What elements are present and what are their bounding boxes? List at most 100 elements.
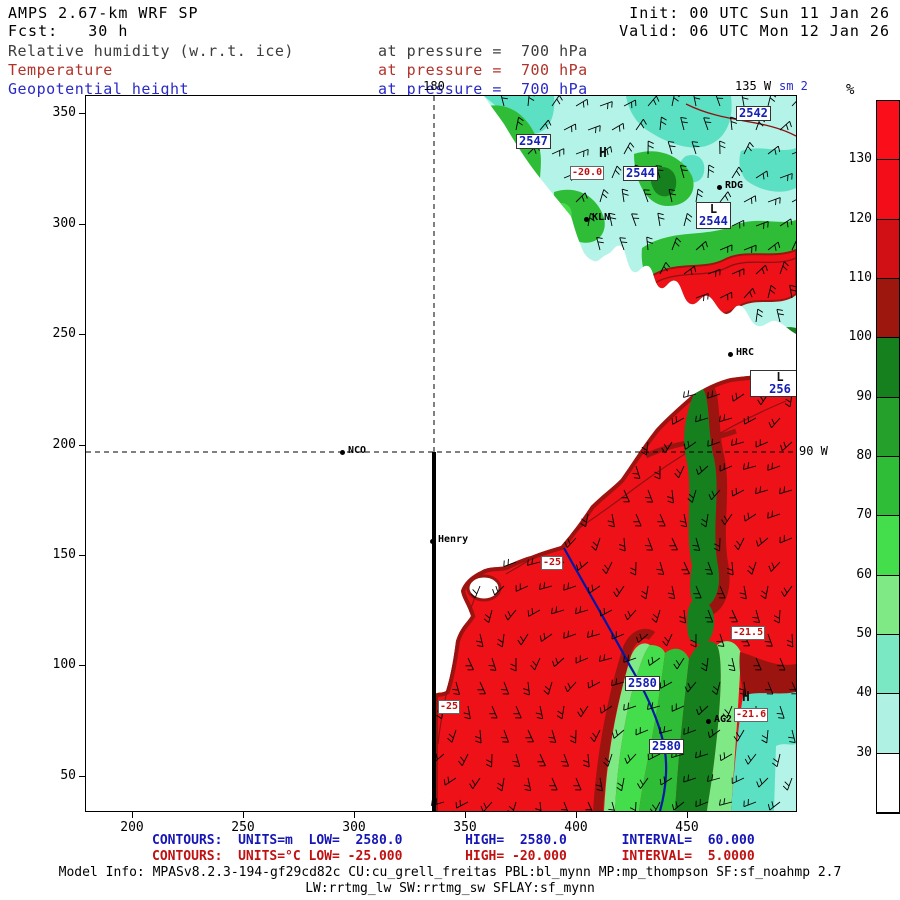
height-label-box: 2542 bbox=[736, 106, 771, 121]
station-label: NCO bbox=[348, 445, 367, 456]
y-axis-tick bbox=[79, 665, 85, 666]
colorbar-label: 110 bbox=[848, 270, 872, 285]
colorbar-label: 40 bbox=[856, 685, 872, 701]
hl-letter: L bbox=[776, 370, 784, 384]
colorbar-block bbox=[877, 338, 899, 398]
x-axis-tick-label: 300 bbox=[342, 820, 366, 835]
colorbar-label: 90 bbox=[856, 388, 872, 404]
y-axis-tick bbox=[79, 776, 85, 777]
temperature-label: -20.0 bbox=[570, 166, 605, 180]
hl-letter: H bbox=[599, 146, 607, 161]
colorbar-block bbox=[877, 160, 899, 220]
y-axis-tick-label: 300 bbox=[52, 216, 76, 231]
field-label: Temperature bbox=[8, 61, 113, 79]
y-axis-tick bbox=[79, 224, 85, 225]
x-axis-tick bbox=[243, 812, 244, 818]
model-info: Model Info: MPASv8.2.3-194-gf29cd82c CU:… bbox=[58, 865, 842, 880]
x-axis-tick bbox=[354, 812, 355, 818]
field-label: Relative humidity (w.r.t. ice) bbox=[8, 42, 294, 60]
x-axis-tick-label: 400 bbox=[564, 820, 588, 835]
station-marker bbox=[584, 217, 589, 222]
longitude-135w-label: 135 W bbox=[735, 79, 772, 93]
colorbar-block bbox=[877, 219, 899, 279]
colorbar-block bbox=[877, 634, 899, 695]
y-axis-tick-label: 100 bbox=[52, 657, 76, 672]
field-line: Relative humidity (w.r.t. ice) at pressur… bbox=[8, 42, 588, 61]
map-overlays: KLN RDG HRC NCO Henry AG2 2542 2547 2544 L 2544 L 25… bbox=[86, 96, 796, 811]
corner-note: sm 2 bbox=[779, 79, 808, 93]
height-label-box: L 256 bbox=[750, 370, 796, 397]
height-value: 2580 bbox=[652, 739, 681, 753]
temperature-label: -25 bbox=[541, 556, 564, 570]
meridian-180-label: 180 bbox=[423, 79, 445, 93]
contours-height-info: CONTOURS: UNITS=m LOW= 2580.0 HIGH= 2580… bbox=[152, 833, 755, 848]
colorbar-label: 30 bbox=[856, 744, 872, 760]
field-list: Relative humidity (w.r.t. ice) at pressur… bbox=[8, 42, 588, 99]
temperature-label: -21.6 bbox=[734, 708, 769, 722]
colorbar-block bbox=[877, 397, 899, 457]
field-pressure-label: at pressure = 700 hPa bbox=[378, 42, 588, 60]
colorbar-block bbox=[877, 101, 899, 161]
colorbar-label: 70 bbox=[856, 507, 872, 523]
y-axis-tick-label: 50 bbox=[60, 768, 76, 783]
station-marker bbox=[728, 352, 733, 357]
map-canvas bbox=[86, 96, 796, 811]
x-axis-tick-label: 350 bbox=[453, 820, 477, 835]
y-axis-tick bbox=[79, 555, 85, 556]
model-info-secondary: LW:rrtmg_lw SW:rrtmg_sw SFLAY:sf_mynn bbox=[305, 881, 595, 896]
height-value: 2544 bbox=[699, 214, 728, 228]
field-pressure-label: at pressure = 700 hPa bbox=[378, 80, 588, 98]
x-axis-tick-label: 450 bbox=[675, 820, 699, 835]
y-axis-tick-label: 150 bbox=[52, 547, 76, 562]
x-axis-tick bbox=[576, 812, 577, 818]
colorbar-block bbox=[877, 456, 899, 517]
station-label: KLN bbox=[592, 212, 611, 223]
station-marker bbox=[717, 185, 722, 190]
x-axis-tick-label: 250 bbox=[231, 820, 255, 835]
height-label-box: 2580 bbox=[625, 676, 660, 691]
init-time: Init: 00 UTC Sun 11 Jan 26 bbox=[629, 4, 890, 22]
height-label-box: 2547 bbox=[516, 134, 551, 149]
y-axis-tick bbox=[79, 334, 85, 335]
colorbar-unit-label: % bbox=[846, 82, 855, 98]
station-label: HRC bbox=[736, 347, 755, 358]
temperature-label: -21.5 bbox=[731, 626, 766, 640]
colorbar-block bbox=[877, 753, 899, 813]
field-pressure-label: at pressure = 700 hPa bbox=[378, 61, 588, 79]
colorbar bbox=[876, 100, 900, 814]
height-value: 2547 bbox=[519, 134, 548, 148]
station-marker bbox=[706, 719, 711, 724]
height-value: 2580 bbox=[628, 676, 657, 690]
colorbar-block bbox=[877, 278, 899, 339]
station-label: Henry bbox=[438, 534, 469, 545]
colorbar-label: 50 bbox=[856, 626, 872, 641]
field-line: Temperature at pressure = 700 hPa bbox=[8, 61, 588, 80]
colorbar-label: 100 bbox=[848, 329, 872, 345]
height-label-box: L 2544 bbox=[696, 202, 731, 229]
hl-letter: H bbox=[742, 690, 750, 705]
colorbar-block bbox=[877, 575, 899, 635]
map-plot: KLN RDG HRC NCO Henry AG2 2542 2547 2544 L 2544 L 25… bbox=[85, 95, 797, 812]
height-value: 256 bbox=[769, 382, 791, 396]
height-label-box: 2544 bbox=[623, 166, 658, 181]
model-title: AMPS 2.67-km WRF SP bbox=[8, 4, 199, 22]
y-axis-tick-label: 200 bbox=[52, 437, 76, 452]
latitude-90w-label: 90 W bbox=[799, 444, 828, 458]
y-axis-tick-label: 250 bbox=[52, 326, 76, 341]
colorbar-block bbox=[877, 516, 899, 576]
temperature-label: -25 bbox=[438, 700, 461, 714]
y-axis-tick bbox=[79, 445, 85, 446]
forecast-hour: Fcst: 30 h bbox=[8, 22, 129, 40]
y-axis-tick-label: 350 bbox=[52, 105, 76, 120]
x-axis-tick bbox=[465, 812, 466, 818]
valid-time: Valid: 06 UTC Mon 12 Jan 26 bbox=[619, 22, 890, 40]
colorbar-label: 120 bbox=[848, 210, 872, 226]
colorbar-label: 80 bbox=[856, 448, 872, 463]
field-line: Geopotential height at pressure = 700 hPa bbox=[8, 80, 588, 99]
colorbar-block bbox=[877, 694, 899, 754]
height-contour-2580 bbox=[563, 547, 668, 811]
y-axis-tick bbox=[79, 113, 85, 114]
height-label-box: 2580 bbox=[649, 739, 684, 754]
station-marker bbox=[430, 539, 435, 544]
x-axis-tick bbox=[132, 812, 133, 818]
